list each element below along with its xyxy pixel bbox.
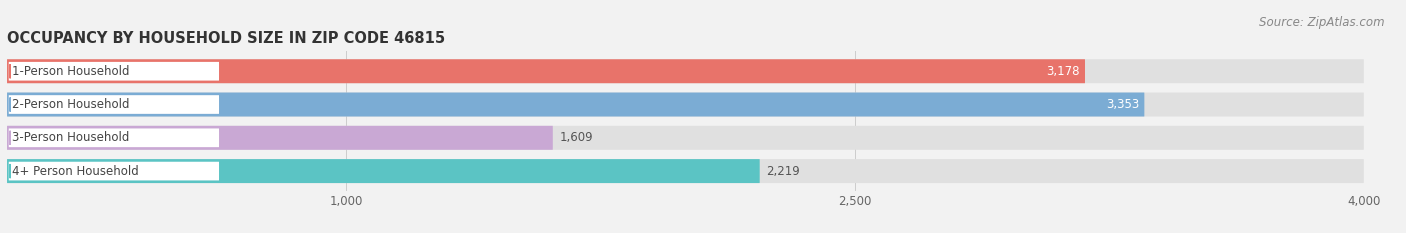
Text: 2,219: 2,219 (766, 164, 800, 178)
FancyBboxPatch shape (7, 159, 759, 183)
FancyBboxPatch shape (7, 93, 1144, 116)
Text: 4+ Person Household: 4+ Person Household (13, 164, 139, 178)
Text: OCCUPANCY BY HOUSEHOLD SIZE IN ZIP CODE 46815: OCCUPANCY BY HOUSEHOLD SIZE IN ZIP CODE … (7, 31, 446, 46)
Text: Source: ZipAtlas.com: Source: ZipAtlas.com (1260, 16, 1385, 29)
Text: 3,178: 3,178 (1046, 65, 1080, 78)
FancyBboxPatch shape (8, 62, 219, 81)
Text: 1,609: 1,609 (560, 131, 593, 144)
FancyBboxPatch shape (8, 95, 219, 114)
FancyBboxPatch shape (7, 126, 553, 150)
FancyBboxPatch shape (7, 126, 1364, 150)
Text: 3,353: 3,353 (1107, 98, 1139, 111)
FancyBboxPatch shape (7, 59, 1085, 83)
FancyBboxPatch shape (8, 162, 219, 180)
Text: 1-Person Household: 1-Person Household (13, 65, 129, 78)
FancyBboxPatch shape (7, 59, 1364, 83)
FancyBboxPatch shape (8, 128, 219, 147)
Text: 2-Person Household: 2-Person Household (13, 98, 129, 111)
Text: 3-Person Household: 3-Person Household (13, 131, 129, 144)
FancyBboxPatch shape (7, 159, 1364, 183)
FancyBboxPatch shape (7, 93, 1364, 116)
